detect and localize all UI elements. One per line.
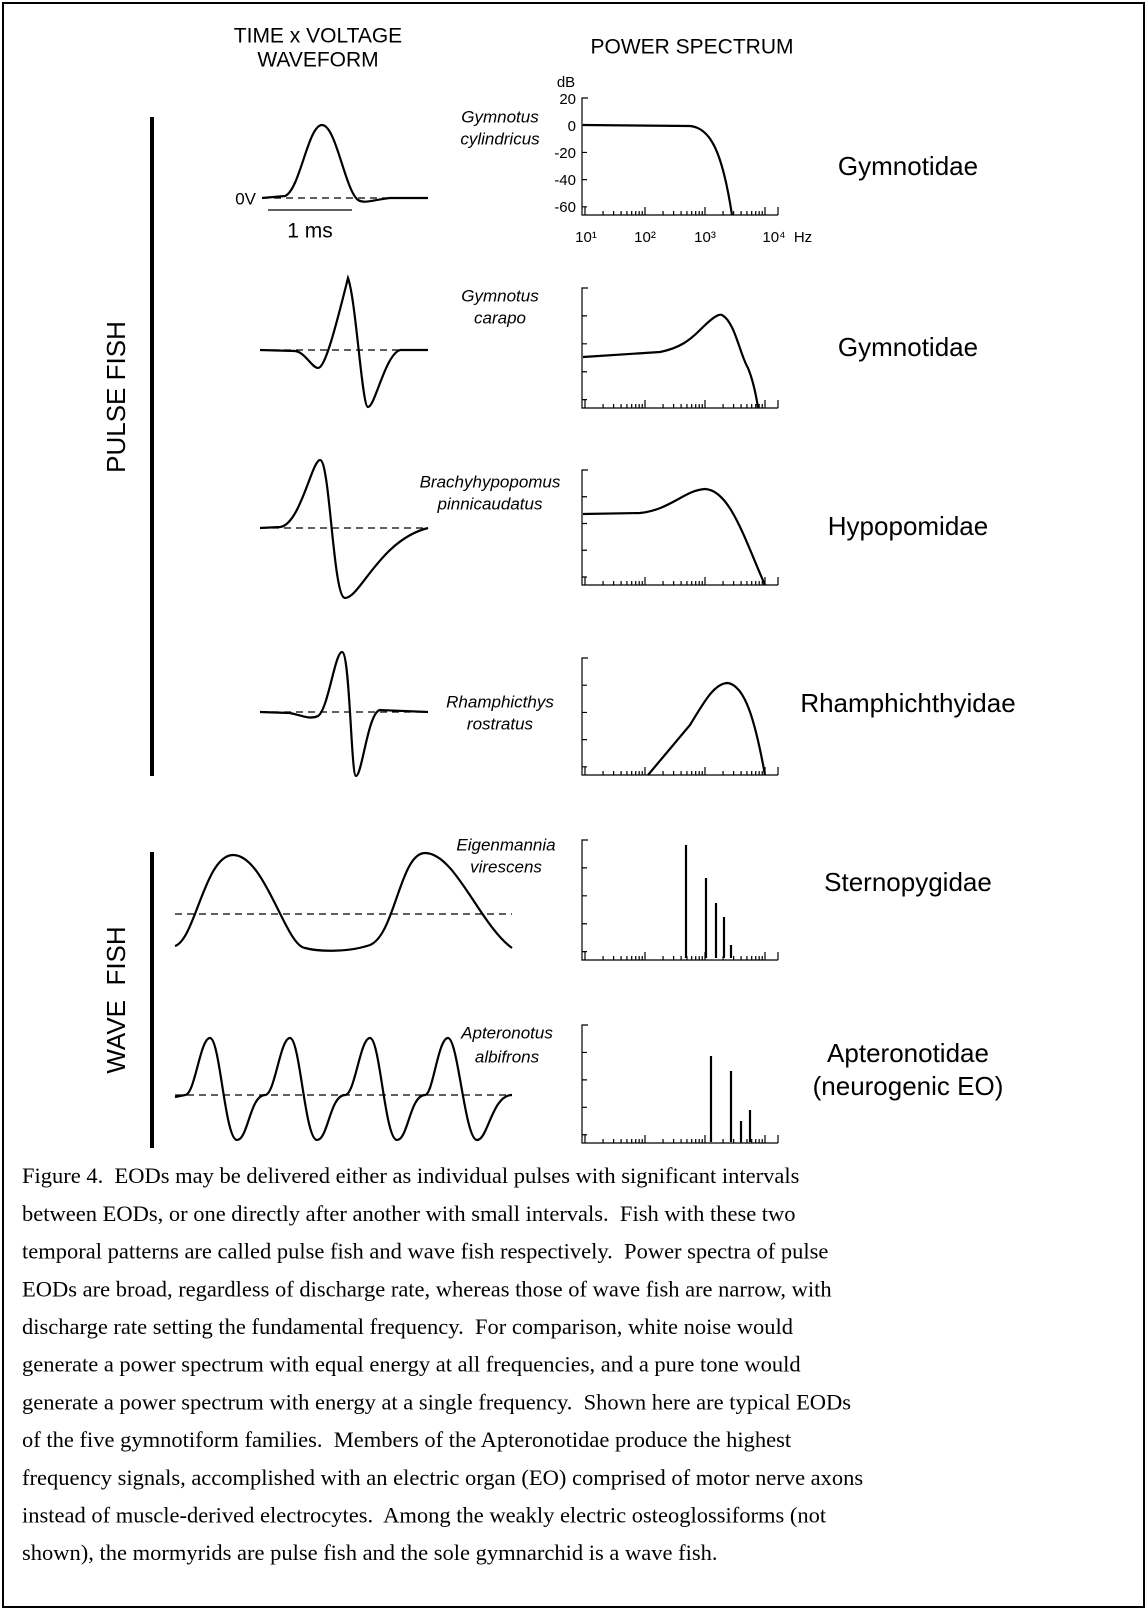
species: Rhamphicthys — [446, 692, 554, 711]
scale-label: 1 ms — [287, 220, 333, 243]
y-tick-label: -60 — [554, 199, 576, 216]
spectrum — [647, 681, 767, 776]
group-label: PULSE FISH — [101, 321, 131, 473]
axis-unit: dB — [557, 74, 575, 91]
x-tick-label: 10² — [634, 229, 656, 246]
x-tick-label: 10¹ — [575, 229, 597, 246]
spectrum-axes — [581, 839, 779, 961]
x-tick-label: 10⁴ — [762, 229, 785, 246]
species: Gymnotus — [461, 107, 539, 126]
family: (neurogenic EO) — [813, 1071, 1004, 1101]
family: Gymnotidae — [838, 151, 978, 181]
caption-line: instead of muscle-derived electrocytes. … — [22, 1502, 827, 1527]
header: WAVEFORM — [257, 49, 378, 72]
zero-label: 0V — [235, 189, 256, 208]
caption-line: generate a power spectrum with energy at… — [22, 1389, 851, 1414]
axis-unit: Hz — [794, 229, 812, 246]
species: virescens — [470, 857, 542, 876]
group-label: WAVE FISH — [101, 926, 131, 1073]
caption-line: between EODs, or one directly after anot… — [22, 1201, 796, 1226]
waveform — [261, 123, 428, 203]
spectrum-axes — [581, 97, 779, 216]
waveform — [259, 458, 429, 600]
y-tick-label: 20 — [559, 91, 576, 108]
spectrum-axes — [581, 469, 779, 586]
y-tick-label: -20 — [554, 145, 576, 162]
waveform — [174, 1036, 513, 1142]
spectrum — [582, 487, 767, 586]
caption-line: frequency signals, accomplished with an … — [22, 1465, 863, 1490]
spectrum-lines — [709, 1056, 752, 1142]
spectrum — [582, 313, 760, 409]
y-tick-label: -40 — [554, 172, 576, 189]
species: Eigenmannia — [456, 835, 555, 854]
species: Apteronotus — [460, 1023, 553, 1042]
waveforms — [174, 123, 513, 1142]
species: cylindricus — [460, 129, 540, 148]
caption-line: discharge rate setting the fundamental f… — [22, 1314, 793, 1339]
waveform — [259, 274, 428, 409]
species: carapo — [474, 308, 526, 327]
waveform — [259, 650, 429, 778]
header: TIME x VOLTAGE — [234, 25, 402, 48]
spectrum — [582, 123, 734, 216]
spectrum-axes — [581, 287, 779, 409]
family: Hypopomidae — [828, 511, 988, 541]
spectrum-axes — [581, 657, 779, 776]
y-tick-label: 0 — [568, 118, 576, 135]
species: Brachyhypopomus — [420, 472, 561, 491]
family: Gymnotidae — [838, 332, 978, 362]
header: POWER SPECTRUM — [590, 36, 793, 59]
spectrum-lines — [684, 845, 733, 958]
caption-line: shown), the mormyrids are pulse fish and… — [22, 1540, 717, 1565]
x-tick-label: 10³ — [694, 229, 716, 246]
caption-line: Figure 4. EODs may be delivered either a… — [22, 1163, 799, 1188]
caption-line: generate a power spectrum with equal ene… — [22, 1352, 801, 1377]
species: albifrons — [475, 1047, 540, 1066]
family: Sternopygidae — [824, 867, 992, 897]
family: Apteronotidae — [827, 1038, 989, 1068]
caption-line: EODs are broad, regardless of discharge … — [22, 1276, 832, 1301]
species: pinnicaudatus — [437, 494, 543, 513]
species: rostratus — [467, 714, 534, 733]
family: Rhamphichthyidae — [800, 688, 1015, 718]
caption-line: temporal patterns are called pulse fish … — [22, 1239, 828, 1264]
species: Gymnotus — [461, 286, 539, 305]
caption-line: of the five gymnotiform families. Member… — [22, 1427, 792, 1452]
waveform — [174, 851, 513, 952]
spectrum-axes — [581, 1024, 779, 1144]
